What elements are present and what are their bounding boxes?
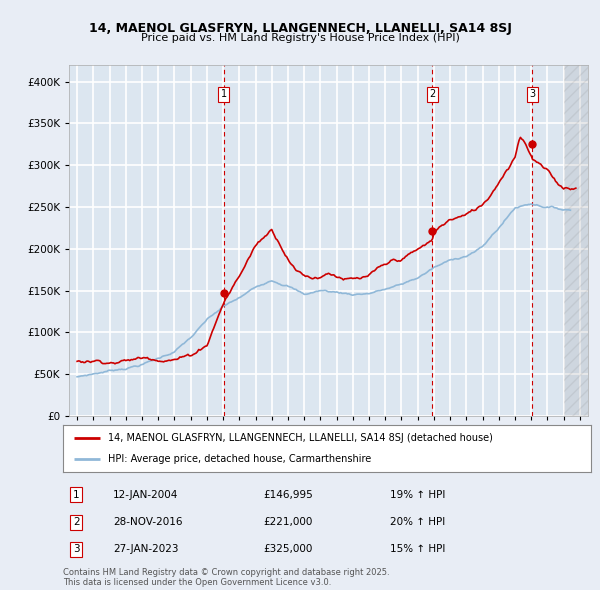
Text: 28-NOV-2016: 28-NOV-2016 [113,517,182,527]
Text: £221,000: £221,000 [263,517,313,527]
Text: £146,995: £146,995 [263,490,313,500]
Text: Price paid vs. HM Land Registry's House Price Index (HPI): Price paid vs. HM Land Registry's House … [140,33,460,43]
Text: 3: 3 [529,89,535,99]
Text: 1: 1 [221,89,227,99]
Text: 3: 3 [73,545,80,555]
Text: 20% ↑ HPI: 20% ↑ HPI [391,517,446,527]
Text: Contains HM Land Registry data © Crown copyright and database right 2025.
This d: Contains HM Land Registry data © Crown c… [63,568,389,587]
Text: 2: 2 [73,517,80,527]
Text: 2: 2 [430,89,436,99]
Text: HPI: Average price, detached house, Carmarthenshire: HPI: Average price, detached house, Carm… [108,454,371,464]
Text: 19% ↑ HPI: 19% ↑ HPI [391,490,446,500]
Text: 27-JAN-2023: 27-JAN-2023 [113,545,179,555]
Text: 15% ↑ HPI: 15% ↑ HPI [391,545,446,555]
Bar [563,65,588,416]
Text: £325,000: £325,000 [263,545,313,555]
Text: 14, MAENOL GLASFRYN, LLANGENNECH, LLANELLI, SA14 8SJ: 14, MAENOL GLASFRYN, LLANGENNECH, LLANEL… [89,22,511,35]
Text: 12-JAN-2004: 12-JAN-2004 [113,490,179,500]
Text: 14, MAENOL GLASFRYN, LLANGENNECH, LLANELLI, SA14 8SJ (detached house): 14, MAENOL GLASFRYN, LLANGENNECH, LLANEL… [108,432,493,442]
Text: 1: 1 [73,490,80,500]
